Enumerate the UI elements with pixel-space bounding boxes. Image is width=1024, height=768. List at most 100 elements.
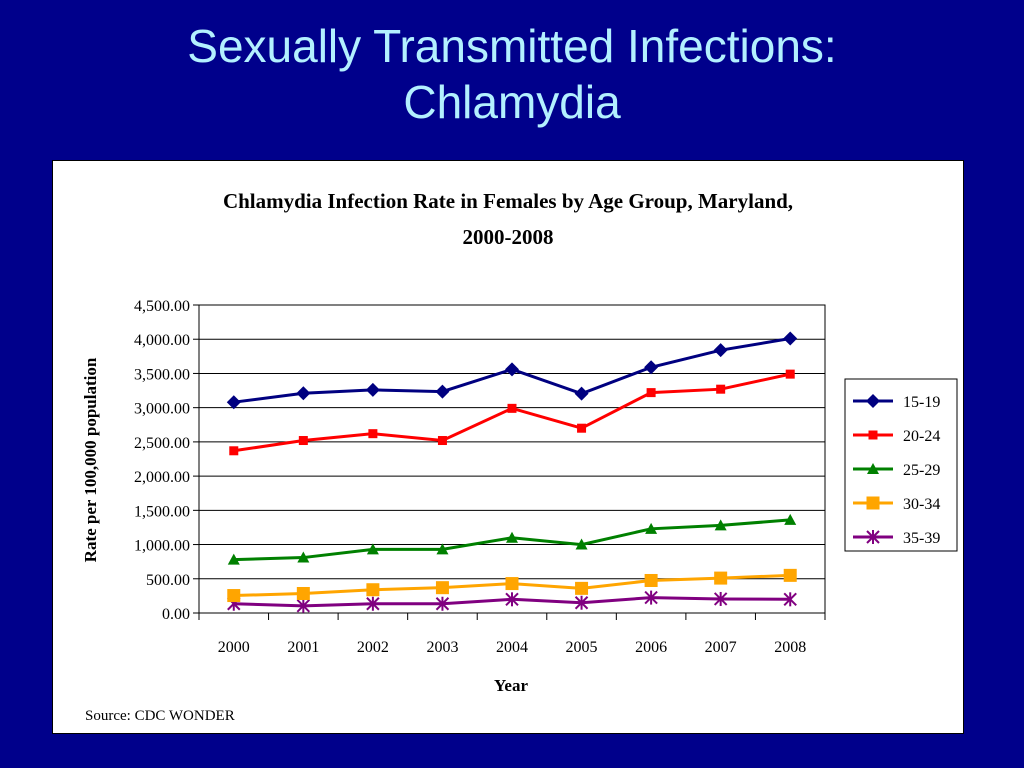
data-point-square	[507, 403, 517, 413]
plot-area-border	[198, 304, 826, 614]
y-tick-label: 4,000.00	[134, 332, 190, 349]
x-tick-label: 2006	[635, 639, 667, 656]
data-point-square	[366, 583, 380, 597]
data-point-diamond	[505, 362, 519, 377]
y-tick-label: 4,500.00	[134, 298, 190, 315]
y-axis: 0.00 500.00 1,000.00 1,500.00 2,000.00 2,500.…	[134, 298, 199, 623]
data-point-square	[227, 589, 241, 603]
y-tick-label: 3,500.00	[134, 366, 190, 383]
data-point-triangle	[784, 513, 797, 525]
data-point-star	[505, 592, 519, 607]
data-point-diamond	[365, 382, 380, 397]
data-point-star	[866, 530, 880, 544]
data-point-diamond	[644, 360, 659, 375]
data-point-diamond	[866, 394, 880, 408]
slide-title-line-2: Chlamydia	[403, 76, 621, 128]
data-point-square	[437, 436, 447, 446]
chart-panel: Chlamydia Infection Rate in Females by A…	[52, 160, 964, 734]
y-tick-label: 500.00	[146, 572, 190, 589]
y-axis-label: Rate per 100,000 population	[81, 357, 100, 562]
legend-label: 30-34	[903, 496, 940, 513]
x-tick-label: 2001	[287, 639, 319, 656]
x-tick-label: 2005	[566, 639, 598, 656]
data-point-diamond	[783, 331, 798, 346]
data-point-star	[435, 596, 450, 611]
data-point-triangle	[714, 519, 727, 531]
chart-title-line-2: 2000-2008	[463, 225, 554, 249]
series-30-34	[227, 568, 797, 603]
y-tick-label: 2,500.00	[134, 435, 190, 452]
data-point-star	[296, 598, 311, 613]
data-point-star	[644, 590, 658, 605]
data-point-square	[505, 577, 519, 591]
gridlines	[198, 304, 826, 614]
data-point-triangle	[867, 463, 879, 474]
slide-title-line-1: Sexually Transmitted Infections:	[187, 20, 837, 72]
data-point-triangle	[436, 543, 449, 555]
legend: 15-19 20-24 25-29 30-34 35-39	[844, 378, 958, 552]
legend-label: 15-19	[903, 394, 940, 411]
data-point-square	[866, 496, 880, 510]
x-tick-label: 2004	[496, 639, 528, 656]
x-tick-label: 2003	[426, 639, 458, 656]
source-note: Source: CDC WONDER	[85, 708, 235, 724]
data-point-diamond	[713, 343, 728, 358]
data-point-star	[713, 591, 728, 606]
x-tick-label: 2002	[357, 639, 389, 656]
data-point-square	[575, 581, 589, 595]
data-point-square	[368, 429, 378, 439]
data-point-square	[646, 388, 656, 398]
data-point-square	[296, 586, 310, 600]
data-point-triangle	[297, 551, 310, 563]
x-axis-label: Year	[494, 676, 528, 695]
data-point-diamond	[574, 386, 589, 401]
data-point-square	[435, 581, 449, 595]
chart-title-line-1: Chlamydia Infection Rate in Females by A…	[223, 189, 793, 213]
data-point-square	[229, 446, 239, 456]
data-point-diamond	[435, 384, 450, 399]
y-tick-label: 2,000.00	[134, 469, 190, 486]
y-tick-label: 1,500.00	[134, 503, 190, 520]
legend-item-30-34: 30-34	[853, 496, 940, 513]
data-point-star	[366, 596, 380, 611]
data-point-square	[716, 384, 726, 394]
data-point-square	[577, 423, 587, 433]
data-point-star	[783, 592, 797, 607]
x-tick-label: 2007	[705, 639, 737, 656]
legend-item-35-39: 35-39	[853, 530, 940, 547]
plot-series	[226, 331, 798, 613]
data-point-diamond	[296, 386, 311, 401]
data-point-triangle	[227, 553, 240, 565]
line-chart: Chlamydia Infection Rate in Females by A…	[81, 189, 958, 724]
x-tick-label: 2008	[774, 639, 806, 656]
data-point-triangle	[366, 543, 379, 555]
legend-item-25-29: 25-29	[853, 462, 940, 479]
data-point-diamond	[226, 395, 241, 410]
data-point-triangle	[506, 531, 518, 543]
slide-title: Sexually Transmitted Infections: Chlamyd…	[0, 18, 1024, 130]
data-point-triangle	[645, 522, 658, 534]
data-point-square	[714, 571, 728, 585]
data-point-star	[574, 595, 589, 610]
legend-item-15-19: 15-19	[853, 394, 940, 411]
legend-label: 25-29	[903, 462, 940, 479]
legend-item-20-24: 20-24	[853, 428, 940, 445]
data-point-square	[644, 573, 658, 587]
y-tick-label: 3,000.00	[134, 401, 190, 418]
y-tick-label: 0.00	[162, 606, 190, 623]
x-axis: 2000 2001 2002 2003 2004 2005 2006 2007 2008	[198, 613, 826, 656]
series-15-19	[226, 331, 798, 410]
data-point-square	[298, 436, 308, 446]
legend-label: 20-24	[903, 428, 940, 445]
series-35-39	[227, 590, 797, 613]
data-point-square	[783, 568, 797, 582]
legend-box	[844, 378, 958, 552]
y-tick-label: 1,000.00	[134, 538, 190, 555]
data-point-square	[868, 430, 878, 440]
data-point-square	[785, 369, 795, 379]
x-tick-label: 2000	[218, 639, 250, 656]
legend-label: 35-39	[903, 530, 940, 547]
series-25-29	[227, 513, 797, 565]
series-20-24	[229, 369, 795, 456]
data-point-triangle	[575, 538, 588, 550]
